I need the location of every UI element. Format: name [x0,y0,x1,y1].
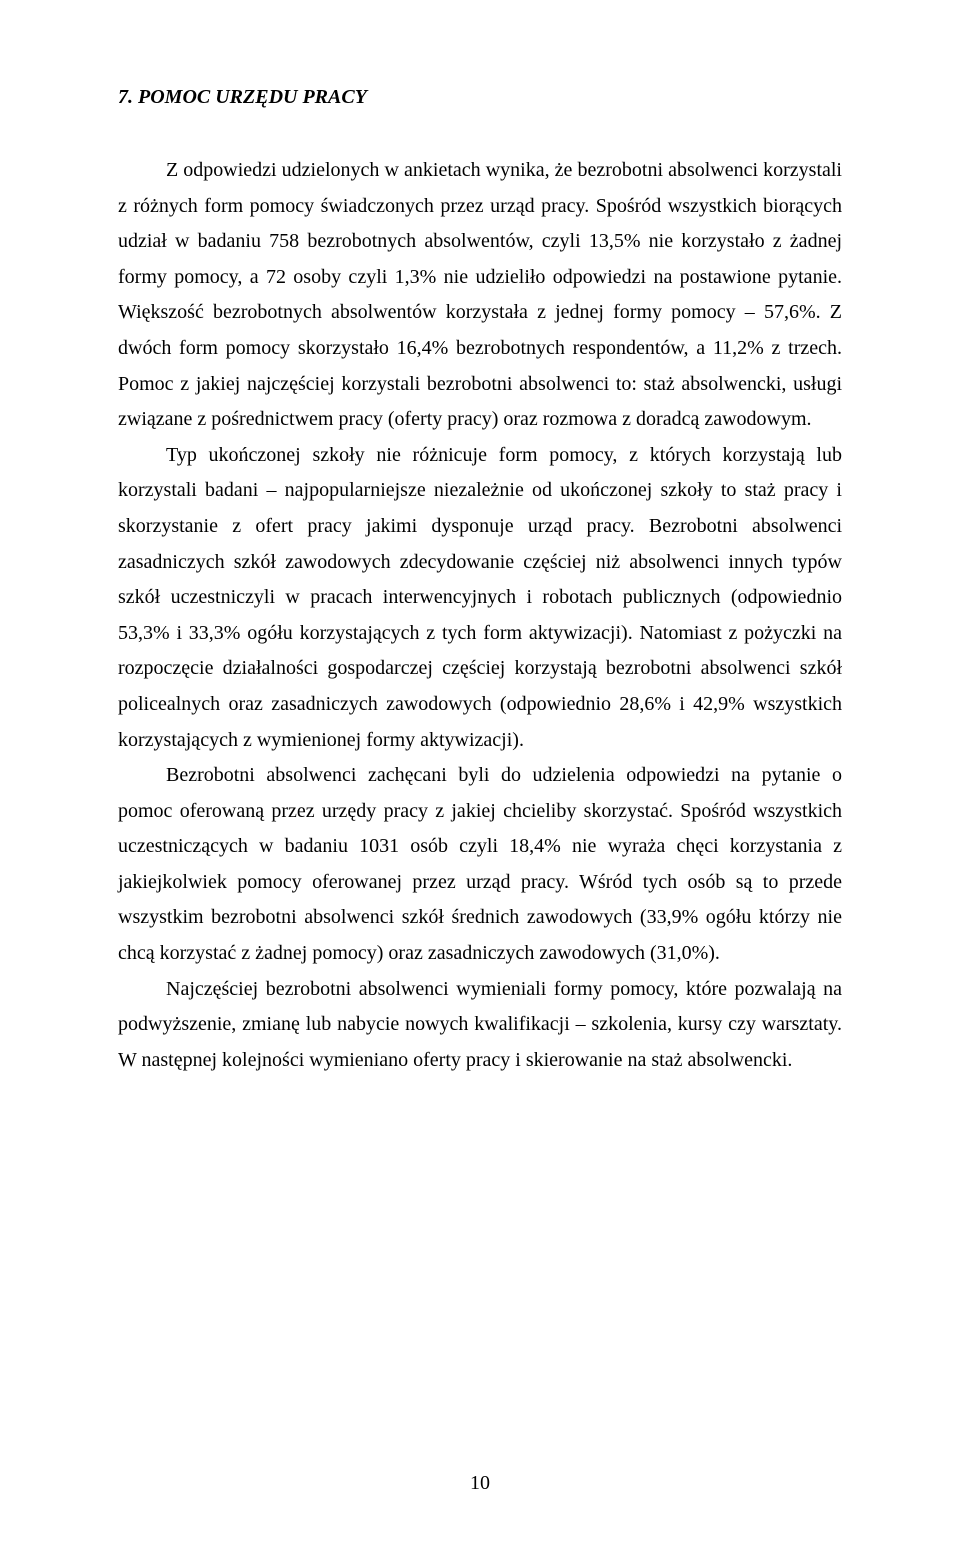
body-paragraph: Typ ukończonej szkoły nie różnicuje form… [118,438,842,758]
section-heading: 7. POMOC URZĘDU PRACY [118,86,842,109]
document-page: 7. POMOC URZĘDU PRACY Z odpowiedzi udzie… [0,0,960,1543]
body-paragraph: Z odpowiedzi udzielonych w ankietach wyn… [118,153,842,438]
body-paragraph: Najczęściej bezrobotni absolwenci wymien… [118,972,842,1079]
page-number: 10 [0,1472,960,1495]
body-paragraph: Bezrobotni absolwenci zachęcani byli do … [118,758,842,972]
